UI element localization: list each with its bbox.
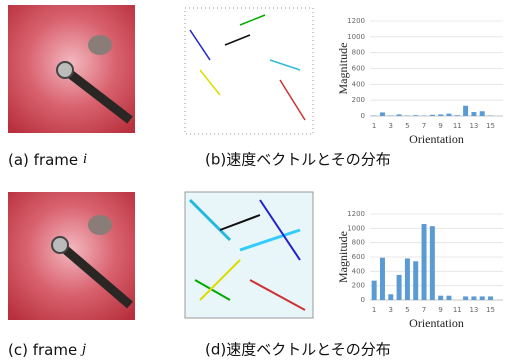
bar bbox=[430, 115, 435, 116]
caption: (c) frame j bbox=[8, 341, 86, 359]
x-tick-label: 9 bbox=[438, 122, 442, 130]
x-tick-label: 5 bbox=[405, 306, 409, 314]
vector-field bbox=[185, 8, 313, 134]
y-axis-label: Magnitude bbox=[336, 231, 350, 283]
x-tick-label: 3 bbox=[389, 122, 393, 130]
bar bbox=[463, 106, 468, 116]
bar bbox=[480, 296, 485, 300]
bar bbox=[455, 115, 460, 116]
bar bbox=[397, 114, 402, 116]
caption: (b)速度ベクトルとその分布 bbox=[205, 151, 391, 169]
vector-field bbox=[185, 192, 313, 318]
x-tick-label: 7 bbox=[422, 306, 426, 314]
x-tick-label: 11 bbox=[453, 306, 462, 314]
bar bbox=[471, 296, 476, 300]
y-tick-label: 0 bbox=[361, 296, 365, 304]
bar bbox=[471, 112, 476, 116]
y-tick-label: 200 bbox=[352, 96, 365, 104]
bar bbox=[488, 296, 493, 300]
y-tick-label: 800 bbox=[352, 49, 365, 57]
y-tick-label: 600 bbox=[352, 65, 365, 73]
y-tick-label: 400 bbox=[352, 267, 365, 275]
y-tick-label: 1200 bbox=[347, 210, 365, 218]
x-tick-label: 3 bbox=[389, 306, 393, 314]
y-tick-label: 800 bbox=[352, 239, 365, 247]
x-tick-label: 7 bbox=[422, 122, 426, 130]
frame-image bbox=[8, 192, 135, 320]
caption: (d)速度ベクトルとその分布 bbox=[205, 341, 391, 359]
bar bbox=[388, 294, 393, 300]
x-tick-label: 13 bbox=[469, 306, 478, 314]
bar bbox=[372, 281, 377, 300]
x-tick-label: 5 bbox=[405, 122, 409, 130]
bar bbox=[413, 115, 418, 116]
bar bbox=[397, 275, 402, 300]
x-tick-label: 15 bbox=[486, 122, 495, 130]
bar bbox=[430, 226, 435, 300]
y-tick-label: 1000 bbox=[347, 224, 365, 232]
x-axis-label: Orientation bbox=[409, 132, 464, 146]
figure: (a) frame i (b)速度ベクトルとその分布 (c) frame j (… bbox=[0, 0, 531, 364]
bar bbox=[405, 258, 410, 300]
bar bbox=[438, 296, 443, 300]
x-axis-label: Orientation bbox=[409, 316, 464, 330]
x-tick-label: 11 bbox=[453, 122, 462, 130]
bar bbox=[422, 224, 427, 300]
bar bbox=[413, 261, 418, 300]
x-tick-label: 13 bbox=[469, 122, 478, 130]
bar bbox=[480, 111, 485, 116]
y-tick-label: 400 bbox=[352, 80, 365, 88]
bar bbox=[446, 114, 451, 116]
y-tick-label: 0 bbox=[361, 112, 365, 120]
bar bbox=[380, 112, 385, 116]
caption: (a) frame i bbox=[8, 151, 87, 169]
bar bbox=[438, 114, 443, 116]
y-tick-label: 200 bbox=[352, 282, 365, 290]
frame-image bbox=[8, 5, 135, 133]
y-tick-label: 1000 bbox=[347, 33, 365, 41]
bar bbox=[446, 296, 451, 300]
x-tick-label: 1 bbox=[372, 306, 376, 314]
x-tick-label: 1 bbox=[372, 122, 376, 130]
bar bbox=[463, 296, 468, 300]
y-tick-label: 600 bbox=[352, 253, 365, 261]
x-tick-label: 15 bbox=[486, 306, 495, 314]
x-tick-label: 9 bbox=[438, 306, 442, 314]
bar bbox=[380, 258, 385, 300]
y-tick-label: 1200 bbox=[347, 17, 365, 25]
y-axis-label: Magnitude bbox=[336, 43, 350, 95]
